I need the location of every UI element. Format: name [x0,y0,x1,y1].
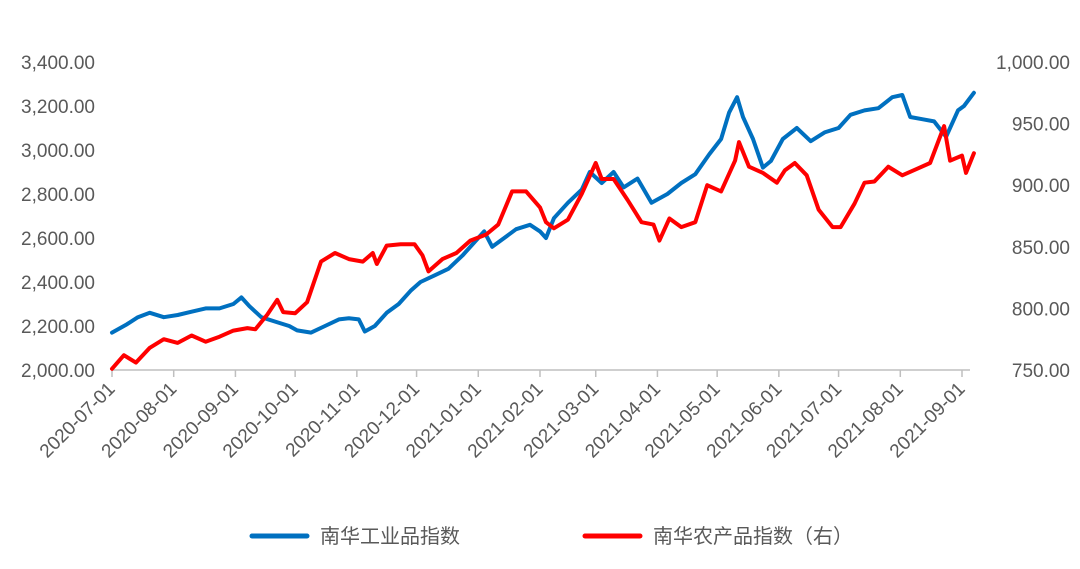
y-right-tick-label: 900.00 [1012,176,1070,197]
series-line-2 [110,124,976,371]
y-left-tick-label: 2,400.00 [21,273,95,294]
legend-label-1: 南华工业品指数 [320,524,460,548]
y-right-tick-label: 800.00 [1012,299,1070,320]
y-left-tick-label: 2,200.00 [21,317,95,338]
y-left-tick-label: 2,800.00 [21,185,95,206]
series-layer [110,90,976,371]
y-right-tick-label: 950.00 [1012,115,1070,136]
legend: 南华工业品指数 南华农产品指数（右） [249,524,853,548]
y-left-tick-label: 3,000.00 [21,141,95,162]
y-right-tick-label: 850.00 [1012,238,1070,259]
y-left-tick-label: 3,400.00 [21,53,95,74]
y-left-tick-label: 2,600.00 [21,229,95,250]
y-left-tick-label: 2,000.00 [21,361,95,382]
legend-label-2: 南华农产品指数（右） [653,524,853,548]
y-right-tick-label: 750.00 [1012,361,1070,382]
y-left-tick-label: 3,200.00 [21,97,95,118]
y-right-tick-label: 1,000.00 [996,53,1070,74]
axes: 2020-07-012020-08-012020-09-012020-10-01… [21,53,1070,462]
